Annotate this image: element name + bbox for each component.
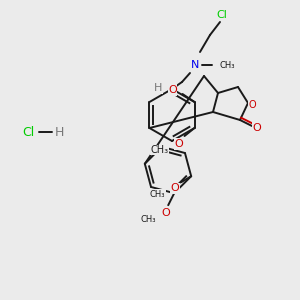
Text: CH₃: CH₃ — [150, 190, 165, 199]
Text: CH₃: CH₃ — [141, 215, 156, 224]
Text: CH₃: CH₃ — [150, 145, 169, 155]
Text: O: O — [253, 123, 261, 133]
Text: N: N — [191, 60, 199, 70]
Text: H: H — [154, 83, 163, 93]
Text: CH₃: CH₃ — [220, 61, 236, 70]
Text: Cl: Cl — [22, 125, 34, 139]
Text: O: O — [171, 183, 180, 193]
Text: O: O — [174, 139, 183, 149]
Text: Cl: Cl — [217, 10, 227, 20]
Text: H: H — [54, 125, 64, 139]
Text: O: O — [168, 85, 177, 95]
Text: O: O — [162, 208, 171, 218]
Text: O: O — [248, 100, 256, 110]
